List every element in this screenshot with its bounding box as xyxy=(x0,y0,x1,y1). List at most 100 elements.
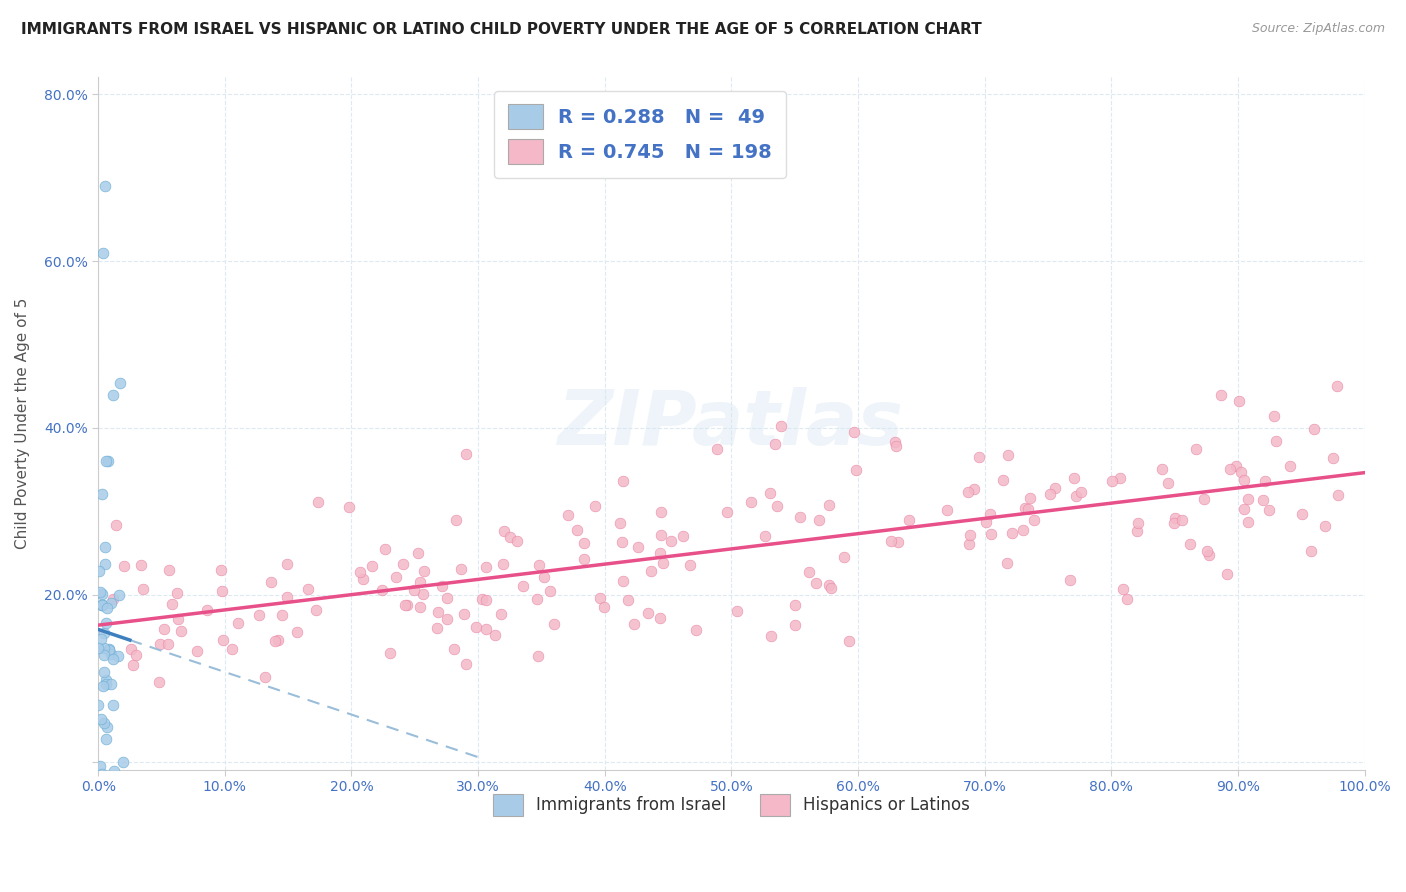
Point xyxy=(285,624,308,639)
Point xyxy=(195,603,218,617)
Point xyxy=(260,575,283,590)
Point xyxy=(1112,582,1135,596)
Point xyxy=(765,499,787,513)
Point xyxy=(186,644,208,658)
Point xyxy=(1064,489,1087,503)
Point xyxy=(592,600,614,615)
Point xyxy=(1014,501,1036,516)
Point xyxy=(1197,543,1219,558)
Point xyxy=(209,563,232,577)
Point xyxy=(1237,492,1260,507)
Point xyxy=(409,599,432,614)
Point xyxy=(394,598,416,612)
Point xyxy=(1253,475,1275,489)
Text: ZIPatlas: ZIPatlas xyxy=(558,387,904,461)
Point xyxy=(1059,574,1081,588)
Point xyxy=(162,597,184,611)
Point xyxy=(623,617,645,632)
Point xyxy=(652,556,675,570)
Point xyxy=(1125,524,1147,538)
Point xyxy=(211,632,233,647)
Point xyxy=(100,677,122,691)
Point xyxy=(1070,485,1092,500)
Point xyxy=(491,607,513,622)
Point xyxy=(557,508,579,523)
Point xyxy=(650,504,672,518)
Point xyxy=(648,546,671,560)
Point xyxy=(409,574,432,589)
Point xyxy=(650,527,672,541)
Point xyxy=(167,612,190,626)
Point xyxy=(506,534,529,549)
Point xyxy=(166,586,188,600)
Point xyxy=(640,565,662,579)
Point xyxy=(609,516,631,530)
Point xyxy=(90,712,112,726)
Point xyxy=(1115,592,1137,607)
Point xyxy=(1225,459,1247,474)
Point xyxy=(170,624,193,638)
Point xyxy=(759,629,782,643)
Point xyxy=(226,615,249,630)
Point xyxy=(471,591,494,606)
Point xyxy=(103,652,125,666)
Point xyxy=(589,591,612,606)
Point xyxy=(98,778,121,792)
Point xyxy=(804,576,827,591)
Point xyxy=(763,436,786,450)
Point xyxy=(817,498,839,512)
Point xyxy=(820,581,842,595)
Point xyxy=(221,641,243,656)
Point xyxy=(1012,523,1035,537)
Point xyxy=(101,698,124,712)
Point xyxy=(91,598,114,612)
Y-axis label: Child Poverty Under the Age of 5: Child Poverty Under the Age of 5 xyxy=(15,298,30,549)
Point xyxy=(90,632,112,646)
Point xyxy=(453,607,475,621)
Point xyxy=(1322,450,1344,465)
Point xyxy=(93,665,115,679)
Point xyxy=(1230,465,1253,479)
Point xyxy=(352,572,374,586)
Point xyxy=(211,584,233,599)
Point xyxy=(565,523,588,537)
Point xyxy=(1198,549,1220,563)
Point xyxy=(93,648,115,662)
Point xyxy=(574,535,596,549)
Point xyxy=(484,628,506,642)
Point xyxy=(1291,507,1313,521)
Point xyxy=(89,585,111,599)
Point xyxy=(97,643,120,657)
Point xyxy=(90,598,112,612)
Point xyxy=(672,529,695,543)
Point xyxy=(769,418,792,433)
Point xyxy=(91,586,114,600)
Point xyxy=(974,515,997,529)
Point xyxy=(799,565,821,579)
Point xyxy=(125,648,148,662)
Point xyxy=(512,579,534,593)
Point xyxy=(1233,502,1256,516)
Point xyxy=(270,607,292,622)
Point xyxy=(740,495,762,509)
Point xyxy=(96,720,118,734)
Point xyxy=(108,376,131,390)
Point xyxy=(526,591,548,606)
Point xyxy=(395,598,418,612)
Point xyxy=(103,764,125,778)
Point xyxy=(276,590,298,604)
Point xyxy=(884,435,907,450)
Point xyxy=(276,558,298,572)
Point xyxy=(90,487,112,501)
Point xyxy=(583,499,606,513)
Point xyxy=(1233,473,1256,487)
Point xyxy=(412,586,434,600)
Point xyxy=(1022,513,1045,527)
Point xyxy=(297,582,319,597)
Point xyxy=(475,593,498,607)
Point xyxy=(107,649,129,664)
Point xyxy=(1001,526,1024,541)
Point xyxy=(100,596,122,610)
Point xyxy=(1313,519,1336,533)
Point xyxy=(94,615,117,630)
